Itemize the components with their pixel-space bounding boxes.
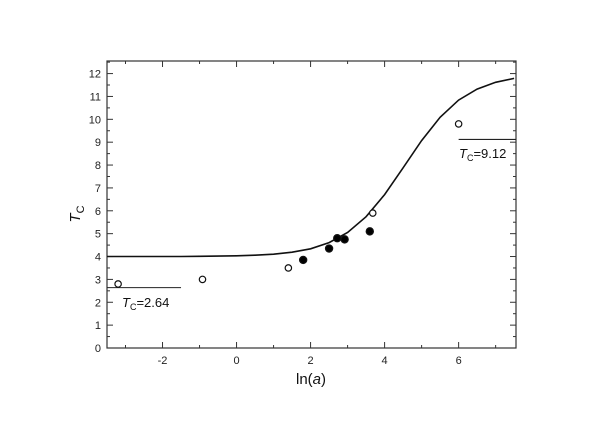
annotation-tc-low: TC=2.64	[122, 295, 169, 312]
y-tick-label: 0	[95, 343, 101, 355]
x-tick-label: -2	[158, 355, 168, 367]
filled-data-point	[333, 234, 342, 243]
y-tick-label: 11	[90, 91, 101, 103]
y-tick-label: 3	[95, 274, 101, 286]
y-tick-label: 8	[95, 160, 101, 172]
open-data-point	[114, 280, 122, 288]
x-tick-label: 0	[233, 355, 239, 367]
open-data-point	[454, 120, 463, 128]
data-markers	[114, 120, 463, 288]
axis-ticks	[107, 61, 516, 349]
plot-frame	[106, 60, 517, 349]
y-tick-label: 7	[95, 183, 101, 195]
y-tick-label: 4	[95, 252, 101, 264]
open-data-point	[198, 275, 207, 284]
filled-data-point	[365, 227, 374, 236]
y-tick-label: 1	[95, 320, 101, 332]
y-axis-title: TC	[67, 205, 87, 222]
y-tick-label: 10	[89, 114, 101, 126]
annotation-lines	[107, 138, 516, 289]
y-tick-label: 12	[89, 69, 101, 81]
filled-data-point	[298, 255, 308, 265]
y-tick-label: 5	[95, 229, 101, 241]
x-axis-title: ln(a)	[296, 371, 326, 388]
y-tick-label: 9	[95, 137, 101, 149]
x-tick-label: 2	[308, 355, 314, 367]
y-tick-label: 2	[95, 297, 101, 309]
open-data-point	[368, 209, 377, 217]
x-tick-label: 4	[382, 355, 388, 367]
theory-curve	[107, 77, 515, 258]
y-tick-label: 6	[95, 206, 101, 218]
x-tick-label: 6	[456, 355, 462, 367]
annotation-tc-high: TC=9.12	[459, 146, 506, 163]
open-data-point	[284, 264, 293, 272]
filled-data-point	[340, 235, 349, 244]
filled-data-point	[324, 244, 334, 253]
